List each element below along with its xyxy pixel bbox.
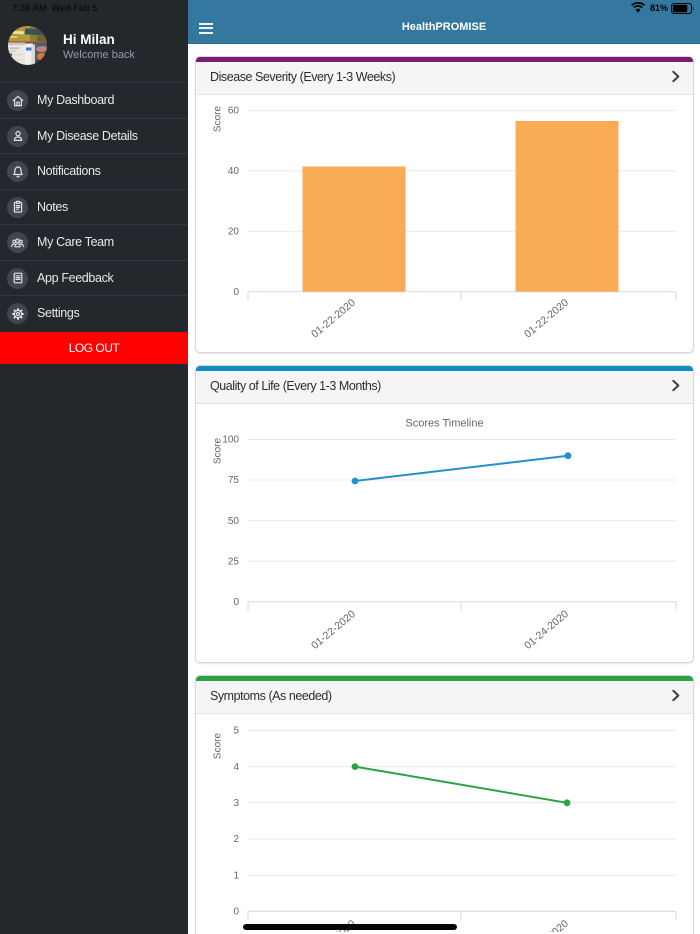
svg-text:20: 20: [228, 227, 240, 238]
svg-text:5: 5: [233, 726, 239, 737]
svg-text:01-22-2020: 01-22-2020: [522, 297, 571, 341]
svg-text:2: 2: [233, 834, 239, 845]
svg-text:01-24-2020: 01-24-2020: [522, 918, 571, 932]
svg-text:100: 100: [222, 435, 239, 446]
svg-text:0: 0: [233, 287, 239, 298]
svg-text:60: 60: [228, 106, 240, 117]
svg-text:Score: Score: [213, 733, 224, 760]
svg-text:50: 50: [228, 516, 240, 527]
svg-text:40: 40: [228, 166, 240, 177]
svg-text:3: 3: [233, 798, 239, 809]
svg-text:4: 4: [233, 762, 239, 773]
svg-text:Score: Score: [213, 438, 224, 465]
svg-text:01-24-2020: 01-24-2020: [522, 608, 571, 652]
svg-text:0: 0: [233, 597, 239, 608]
svg-text:0: 0: [233, 907, 239, 918]
svg-text:Score: Score: [213, 106, 224, 133]
svg-text:25: 25: [228, 556, 240, 567]
svg-text:01-22-2020: 01-22-2020: [309, 608, 358, 652]
svg-text:75: 75: [228, 475, 240, 486]
svg-text:01-22-2020: 01-22-2020: [309, 297, 358, 341]
svg-text:1: 1: [233, 870, 239, 881]
svg-text:Scores Timeline: Scores Timeline: [405, 418, 483, 430]
